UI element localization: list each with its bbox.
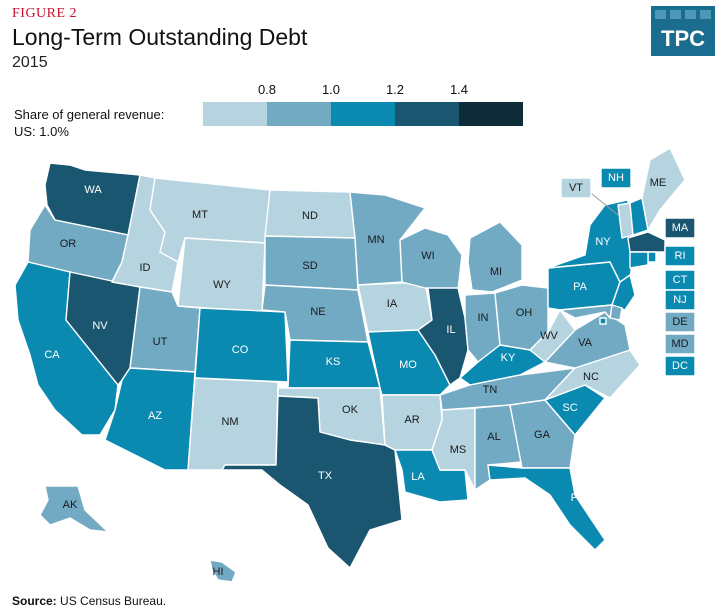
legend-caption-line2: US: 1.0% (14, 124, 69, 139)
state-DC (599, 317, 607, 325)
label-NH: NH (608, 172, 624, 184)
label-MT: MT (192, 209, 208, 221)
label-AL: AL (487, 431, 500, 443)
callout-box-DC (664, 355, 696, 377)
label-DC: DC (672, 360, 688, 372)
label-ME: ME (650, 177, 667, 189)
label-RI: RI (675, 250, 686, 262)
label-VA: VA (578, 337, 593, 349)
label-AZ: AZ (148, 410, 162, 422)
callout-box-MD (664, 333, 696, 355)
callout-box-NH (600, 167, 632, 189)
logo-text: TPC (661, 26, 705, 51)
state-NJ (611, 274, 636, 311)
label-CO: CO (232, 344, 249, 356)
legend-swatch-5 (459, 102, 523, 126)
label-IN: IN (478, 312, 489, 324)
page-title: Long-Term Outstanding Debt (12, 24, 308, 50)
year-subtitle: 2015 (12, 54, 48, 71)
label-VT: VT (569, 182, 583, 194)
label-NC: NC (583, 371, 599, 383)
label-IA: IA (387, 298, 398, 310)
label-AR: AR (404, 414, 419, 426)
state-WV (529, 309, 576, 363)
label-UT: UT (153, 336, 168, 348)
legend-tick-1.2: 1.2 (385, 82, 405, 97)
callout-box-RI (664, 245, 696, 267)
figure-label: FIGURE 2 (12, 6, 78, 21)
label-CT: CT (673, 274, 688, 286)
state-AK (39, 485, 109, 533)
source-label: Source: (12, 594, 57, 608)
label-MD: MD (671, 338, 688, 350)
legend-caption: Share of general revenue: US: 1.0% (14, 106, 164, 140)
legend-swatch-2 (267, 102, 331, 126)
state-ME (641, 147, 686, 231)
state-CT (629, 251, 649, 269)
label-KS: KS (326, 356, 341, 368)
state-WY (177, 237, 266, 313)
legend-swatch-3 (331, 102, 395, 126)
source-text: US Census Bureau. (60, 594, 167, 608)
label-NY: NY (595, 236, 611, 248)
label-WV: WV (540, 330, 558, 342)
label-LA: LA (411, 471, 425, 483)
label-OK: OK (342, 404, 359, 416)
label-KY: KY (501, 352, 516, 364)
label-OR: OR (60, 238, 77, 250)
label-OH: OH (516, 307, 533, 319)
source-note: Source: US Census Bureau. (12, 594, 166, 608)
state-MI (467, 221, 523, 293)
callout-box-DE (664, 311, 696, 333)
state-labels: WA OR CA NV ID MT WY UT AZ CO NM ND SD N… (44, 172, 689, 578)
label-CA: CA (44, 349, 60, 361)
legend-swatch-1 (203, 102, 267, 126)
label-DE: DE (672, 316, 687, 328)
label-AK: AK (63, 499, 78, 511)
label-IL: IL (446, 324, 455, 336)
state-MD (559, 304, 613, 319)
label-MO: MO (399, 359, 417, 371)
legend-swatch-4 (395, 102, 459, 126)
label-HI: HI (213, 566, 224, 578)
state-FL (487, 464, 606, 551)
label-PA: PA (573, 281, 588, 293)
label-TN: TN (483, 384, 498, 396)
callout-line-VT (586, 189, 619, 216)
label-TX: TX (318, 470, 333, 482)
label-WA: WA (84, 184, 102, 196)
label-MN: MN (367, 234, 384, 246)
callout-box-NJ (664, 289, 696, 311)
label-SD: SD (302, 260, 317, 272)
label-MA: MA (672, 222, 689, 234)
label-NE: NE (310, 306, 325, 318)
label-GA: GA (534, 429, 551, 441)
label-ND: ND (302, 210, 318, 222)
legend-caption-line1: Share of general revenue: (14, 107, 165, 122)
label-WI: WI (421, 250, 434, 262)
legend-tick-1.4: 1.4 (449, 82, 469, 97)
legend-tick-0.8: 0.8 (257, 82, 277, 97)
legend-tick-1.0: 1.0 (321, 82, 341, 97)
label-NV: NV (92, 320, 108, 332)
label-SC: SC (562, 402, 577, 414)
state-HI (209, 559, 237, 583)
label-WY: WY (213, 279, 231, 291)
label-MS: MS (450, 444, 467, 456)
label-NM: NM (221, 416, 238, 428)
callout-box-MA (664, 217, 696, 239)
label-FL: FL (571, 492, 584, 504)
label-MI: MI (490, 266, 502, 278)
tpc-logo: TPC (651, 6, 715, 56)
state-IL (417, 287, 469, 386)
callout-box-VT (560, 177, 592, 199)
state-TX (221, 395, 403, 569)
label-NJ: NJ (673, 294, 686, 306)
state-WI (399, 227, 463, 291)
label-ID: ID (140, 262, 151, 274)
state-RI (647, 251, 657, 263)
